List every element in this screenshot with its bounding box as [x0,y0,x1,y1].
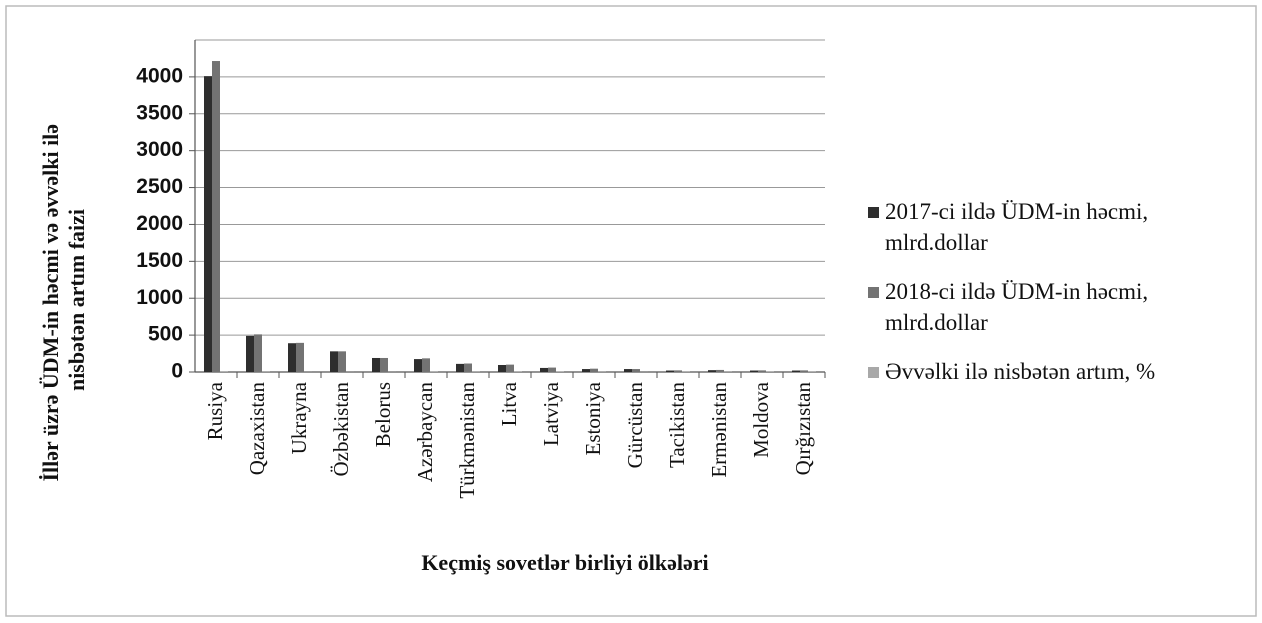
bar [758,370,766,372]
x-tick-label: Tacikistan [665,382,689,468]
x-tick-label: Gürcüstan [623,382,647,469]
y-tick-label: 3000 [136,138,183,161]
x-tick-label: Rusiya [203,381,227,440]
y-tick-label: 1000 [136,286,183,309]
y-axis-title-line: İllər üzrə ÜDM-in həcmi və əvvəlki ilə [38,124,63,482]
legend-item: 2017-ci ildə ÜDM-in həcmi, mlrd.dollar [868,196,1248,258]
x-tick-label: Belorus [371,382,395,447]
bar [624,369,632,372]
legend-swatch [868,287,879,298]
bar [724,371,732,372]
legend-label: Əvvəlki ilə nisbətən artım, % [885,359,1156,384]
bar [766,371,774,372]
bar [422,358,430,372]
bar [792,370,800,372]
y-tick-label: 0 [171,360,183,383]
x-tick-label: Litva [497,381,521,426]
y-tick-label: 1500 [136,249,183,272]
x-tick-label: Qazaxistan [245,382,269,476]
legend-item: Əvvəlki ilə nisbətən artım, % [868,356,1248,387]
bar [338,351,346,372]
bar [212,61,220,372]
x-tick-label: Latviya [539,381,563,446]
y-axis-title-line: nisbətən artım faizi [64,209,89,391]
x-tick-label: Moldova [749,381,773,458]
bar [548,367,556,372]
y-tick-label: 2500 [136,175,183,198]
legend-label: 2017-ci ildə ÜDM-in həcmi, mlrd.dollar [885,199,1149,255]
x-tick-label: Özbəkistan [329,382,353,477]
bar [808,371,816,372]
bar [540,367,548,372]
legend-swatch [868,207,879,218]
y-tick-label: 3500 [136,101,183,124]
x-tick-label: Qırğızıstan [791,382,815,476]
legend: 2017-ci ildə ÜDM-in həcmi, mlrd.dollar 20… [868,196,1248,405]
y-tick-label: 4000 [136,64,183,87]
y-axis-title: İllər üzrə ÜDM-in həcmi və əvvəlki ilə n… [38,118,89,481]
bar [204,76,212,372]
bar [582,369,590,372]
bar [556,371,564,372]
x-tick-label: Ukrayna [287,381,311,454]
bar [590,368,598,372]
bar [666,370,674,372]
legend-label: 2018-ci ildə ÜDM-in həcmi, mlrd.dollar [885,279,1149,335]
bar [708,370,716,372]
bar [254,334,262,372]
x-axis-title: Keçmiş sovetlər birliyi ölkələri [421,550,708,575]
x-tick-label: Türkmənistan [455,382,479,499]
legend-item: 2018-ci ildə ÜDM-in həcmi, mlrd.dollar [868,276,1248,338]
bar [330,351,338,372]
bar [674,370,682,372]
y-tick-label: 500 [148,323,183,346]
bar [632,369,640,372]
x-tick-label: Estoniya [581,381,605,455]
bar [246,335,254,372]
x-tick-label: Ermənistan [707,382,731,478]
bar [750,370,758,372]
y-tick-label: 2000 [136,212,183,235]
bar [682,371,690,372]
bar [800,370,808,372]
x-tick-label: Azərbaycan [413,382,437,483]
legend-swatch [868,367,879,378]
bar [506,364,514,372]
bar [464,363,472,372]
bar [498,364,506,372]
bar [716,369,724,372]
bar [598,371,606,372]
bar [380,357,388,372]
bar [288,343,296,372]
bar [456,363,464,372]
bar [414,359,422,372]
bar [296,342,304,372]
bar [372,357,380,372]
